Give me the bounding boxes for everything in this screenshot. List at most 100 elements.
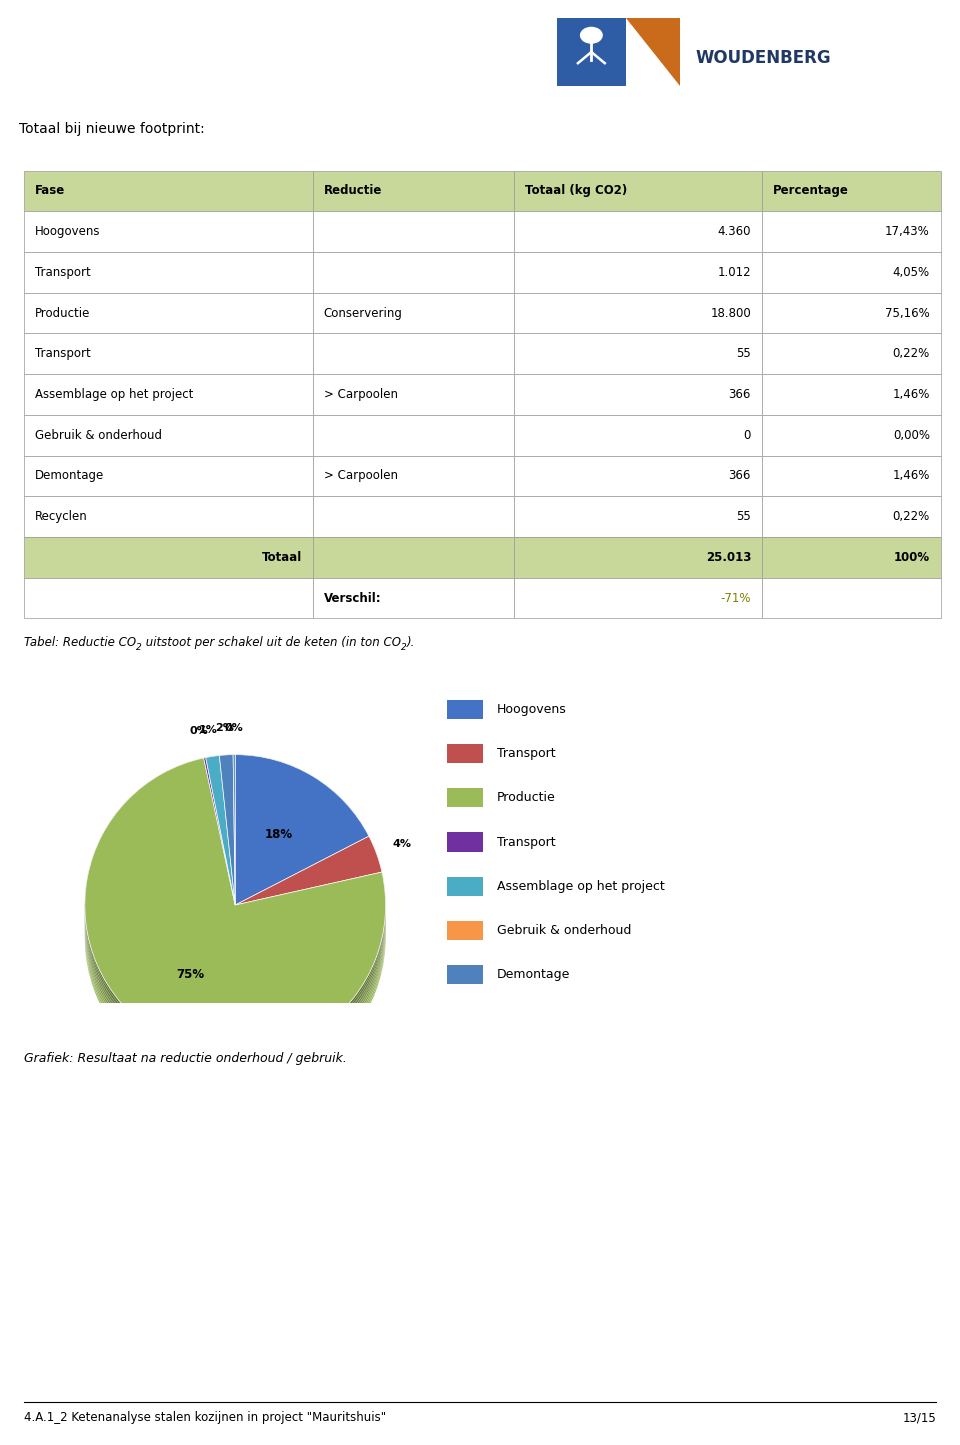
Bar	[515, 334, 762, 374]
Wedge shape	[235, 837, 382, 905]
Wedge shape	[204, 780, 235, 928]
Text: Productie: Productie	[35, 306, 90, 319]
Text: Hoogovens: Hoogovens	[496, 702, 566, 715]
Bar	[313, 171, 515, 211]
Bar	[313, 374, 515, 415]
Text: Tabel: Reductie CO: Tabel: Reductie CO	[24, 636, 136, 649]
Text: uitstoot per schakel uit de keten (in ton CO: uitstoot per schakel uit de keten (in to…	[142, 636, 401, 649]
Text: WOUDENBERG: WOUDENBERG	[695, 49, 830, 66]
Text: 17,43%: 17,43%	[885, 225, 930, 238]
Wedge shape	[84, 767, 386, 1065]
Wedge shape	[233, 754, 235, 905]
Bar	[313, 251, 515, 293]
Bar	[313, 578, 515, 618]
Text: 75,16%: 75,16%	[885, 306, 930, 319]
Text: Productie: Productie	[496, 792, 555, 805]
Text: Grafiek: Resultaat na reductie onderhoud / gebruik.: Grafiek: Resultaat na reductie onderhoud…	[24, 1052, 347, 1065]
Wedge shape	[233, 772, 235, 922]
Text: 55: 55	[736, 510, 751, 523]
Text: 366: 366	[729, 389, 751, 400]
Bar	[24, 578, 313, 618]
Bar	[313, 334, 515, 374]
Bar	[313, 538, 515, 578]
Bar	[24, 251, 313, 293]
Text: 0,22%: 0,22%	[893, 510, 930, 523]
Wedge shape	[233, 788, 235, 938]
Wedge shape	[235, 842, 382, 912]
Bar	[313, 455, 515, 496]
Text: 0%: 0%	[190, 727, 208, 737]
Wedge shape	[235, 777, 369, 928]
Wedge shape	[84, 759, 386, 1055]
Wedge shape	[233, 759, 235, 909]
Wedge shape	[233, 762, 235, 912]
Text: 18.800: 18.800	[710, 306, 751, 319]
Wedge shape	[235, 764, 369, 915]
Wedge shape	[235, 870, 382, 938]
Text: 0,22%: 0,22%	[893, 347, 930, 360]
Wedge shape	[235, 840, 382, 909]
Wedge shape	[204, 790, 235, 938]
Bar	[762, 496, 941, 538]
Text: Gebruik & onderhoud: Gebruik & onderhoud	[35, 429, 162, 442]
Wedge shape	[233, 782, 235, 932]
Wedge shape	[219, 754, 235, 905]
Bar	[557, 19, 626, 85]
Wedge shape	[235, 855, 382, 925]
Text: 2: 2	[136, 643, 142, 652]
Text: Totaal: Totaal	[261, 551, 301, 564]
Bar	[762, 334, 941, 374]
Bar	[313, 496, 515, 538]
Text: Assemblage op het project: Assemblage op het project	[35, 389, 193, 400]
Text: Transport: Transport	[35, 347, 91, 360]
Bar	[762, 171, 941, 211]
Text: Hoogovens: Hoogovens	[35, 225, 101, 238]
Wedge shape	[233, 785, 235, 935]
Text: 18%: 18%	[264, 828, 293, 841]
Wedge shape	[219, 759, 235, 909]
Text: 25.013: 25.013	[706, 551, 751, 564]
Wedge shape	[204, 770, 235, 918]
Text: Assemblage op het project: Assemblage op het project	[496, 880, 664, 893]
Text: Reductie: Reductie	[324, 185, 382, 198]
Wedge shape	[84, 785, 386, 1082]
Wedge shape	[84, 788, 386, 1085]
Wedge shape	[219, 772, 235, 922]
Bar	[24, 415, 313, 455]
Bar	[762, 374, 941, 415]
Bar	[446, 832, 483, 851]
Wedge shape	[205, 779, 235, 928]
Wedge shape	[205, 776, 235, 925]
Bar	[762, 251, 941, 293]
Text: > Carpoolen: > Carpoolen	[324, 470, 397, 483]
Wedge shape	[235, 782, 369, 932]
Wedge shape	[233, 764, 235, 915]
Wedge shape	[204, 767, 235, 915]
Wedge shape	[204, 777, 235, 925]
Wedge shape	[205, 759, 235, 909]
Wedge shape	[219, 767, 235, 918]
Text: Transport: Transport	[496, 747, 555, 760]
Text: Transport: Transport	[35, 266, 91, 279]
Bar	[762, 578, 941, 618]
Text: 55: 55	[736, 347, 751, 360]
Wedge shape	[205, 769, 235, 918]
Wedge shape	[233, 775, 235, 925]
Wedge shape	[205, 785, 235, 935]
Wedge shape	[205, 772, 235, 922]
Bar	[446, 744, 483, 763]
Wedge shape	[235, 860, 382, 928]
Text: Percentage: Percentage	[773, 185, 849, 198]
Wedge shape	[204, 764, 235, 912]
Wedge shape	[235, 863, 382, 932]
Wedge shape	[219, 764, 235, 915]
Wedge shape	[204, 785, 235, 932]
Text: > Carpoolen: > Carpoolen	[324, 389, 397, 400]
Wedge shape	[84, 764, 386, 1062]
Bar	[515, 293, 762, 334]
Bar	[24, 455, 313, 496]
Bar	[24, 293, 313, 334]
Text: 366: 366	[729, 470, 751, 483]
Bar	[515, 251, 762, 293]
Wedge shape	[205, 762, 235, 912]
